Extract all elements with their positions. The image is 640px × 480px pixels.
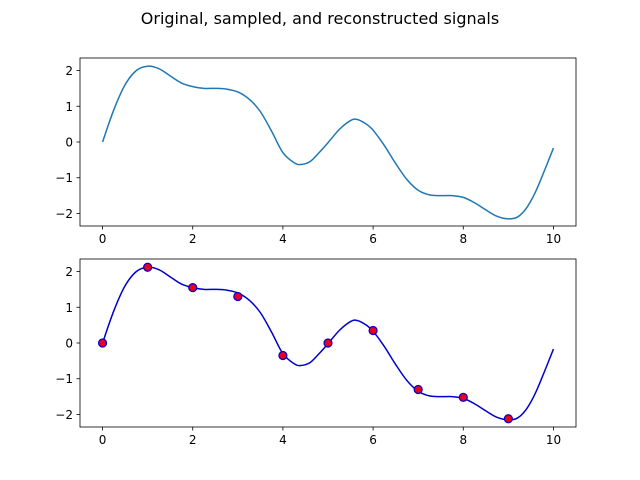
x-tick-label: 0	[99, 433, 107, 447]
y-tick-label: 0	[65, 136, 73, 150]
y-tick-label: 2	[65, 265, 73, 279]
x-tick-label: 6	[369, 433, 377, 447]
x-tick-label: 10	[546, 433, 561, 447]
y-tick-label: −1	[55, 171, 73, 185]
y-tick-label: 1	[65, 301, 73, 315]
original-signal-line	[101, 65, 555, 220]
figure-title: Original, sampled, and reconstructed sig…	[141, 9, 499, 28]
y-tick-label: −2	[55, 408, 73, 422]
sample-point	[188, 282, 198, 293]
sample-point	[413, 384, 423, 395]
x-tick-label: 2	[189, 433, 197, 447]
sample-point	[278, 350, 288, 361]
x-tick-label: 4	[279, 232, 287, 246]
y-tick-label: 1	[65, 100, 73, 114]
y-tick-label: 0	[65, 337, 73, 351]
sample-point	[143, 262, 153, 272]
sample-point	[458, 392, 468, 402]
y-tick-label: −1	[55, 372, 73, 386]
sample-point	[323, 338, 333, 348]
sample-point	[368, 325, 378, 336]
sample-point	[97, 338, 108, 348]
x-tick-label: 4	[279, 433, 287, 447]
x-tick-label: 8	[459, 232, 467, 246]
y-tick-label: −2	[55, 207, 73, 221]
sample-point	[503, 414, 513, 424]
reconstructed-signal-line	[101, 266, 555, 421]
top-plot-original-signal: 0 2 4 6 8 10 −2 −1 0 1 2	[55, 57, 577, 246]
y-tick-label: 2	[65, 64, 73, 78]
x-tick-label: 8	[459, 433, 467, 447]
x-tick-label: 0	[99, 232, 107, 246]
bottom-plot-sampled-reconstructed: 0 2 4 6 8 10 −2 −1 0 1 2	[55, 258, 577, 447]
sample-point	[233, 291, 243, 302]
x-tick-label: 2	[189, 232, 197, 246]
x-tick-label: 6	[369, 232, 377, 246]
x-tick-label: 10	[546, 232, 561, 246]
